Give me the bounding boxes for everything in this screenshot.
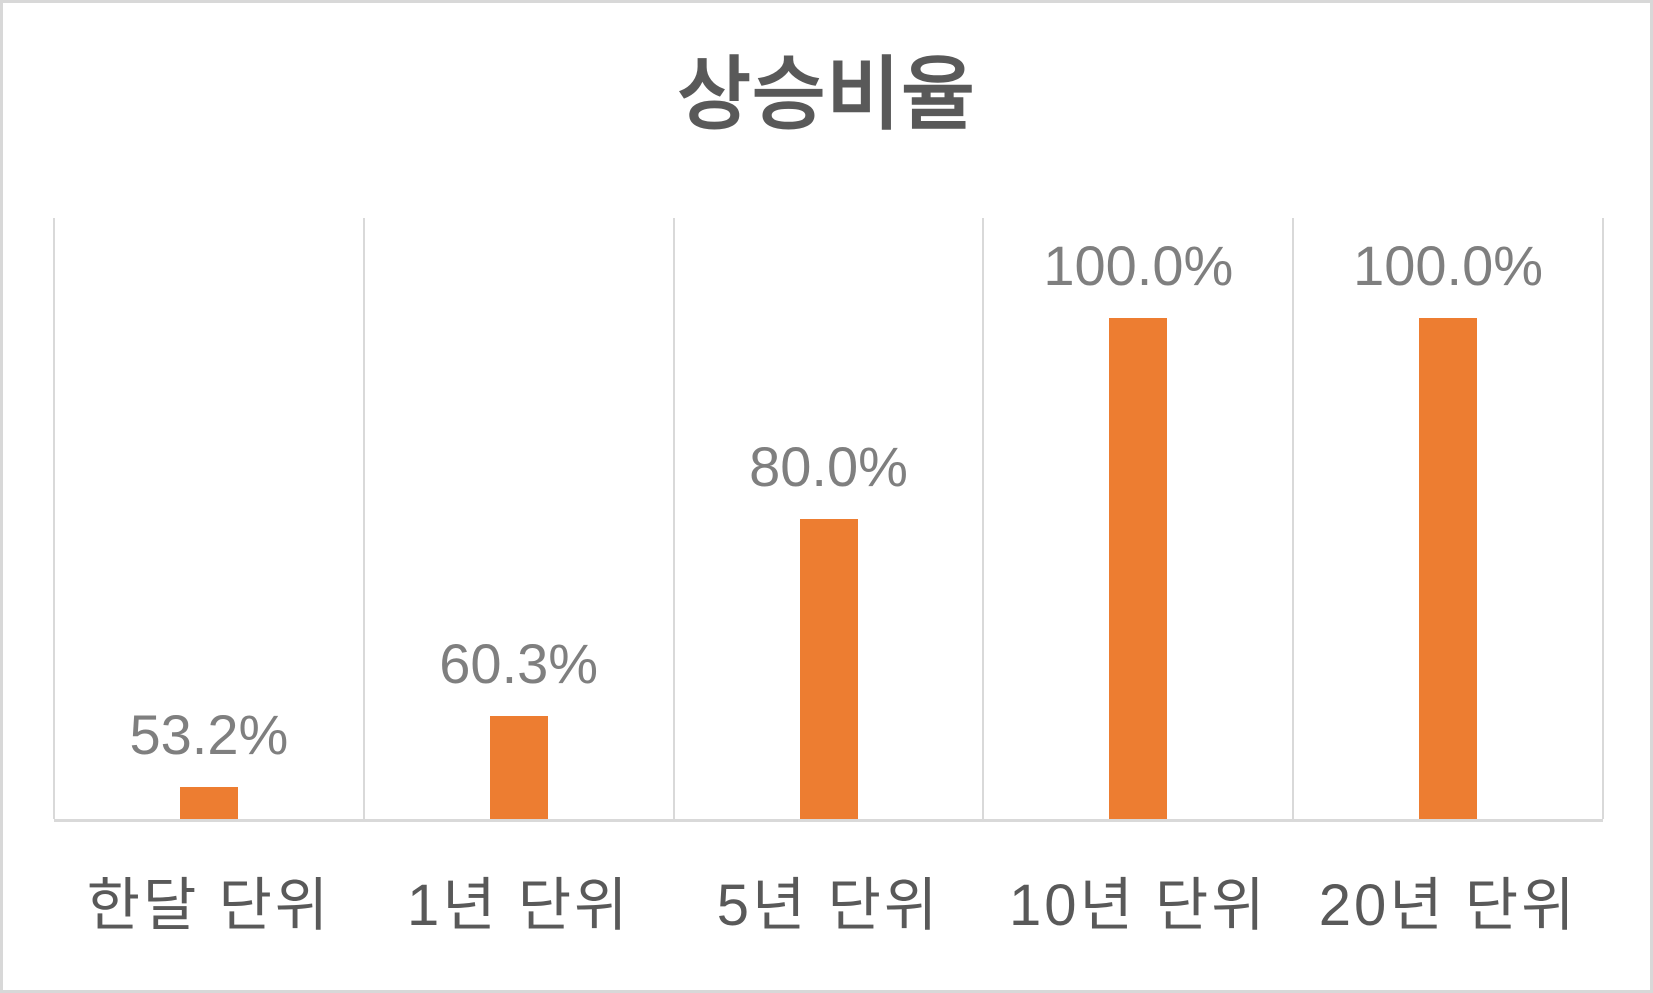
x-axis-category-label: 10년 단위 [1008, 873, 1268, 938]
gridline [53, 218, 55, 819]
bar-value-label: 53.2% [129, 702, 289, 766]
x-axis-category-label: 5년 단위 [716, 873, 941, 938]
x-axis: 한달 단위 1년 단위 5년 단위 10년 단위 20년 단위 [54, 871, 1603, 971]
bar-value-label: 80.0% [749, 434, 908, 498]
gridline [672, 218, 675, 819]
x-axis-category-label: 1년 단위 [406, 873, 631, 938]
bar-value-label: 100.0% [1043, 234, 1234, 298]
gridline [982, 218, 985, 819]
x-axis-category-label: 20년 단위 [1318, 873, 1578, 938]
x-axis-category-label: 한달 단위 [86, 873, 332, 938]
chart-title: 상승비율 [677, 50, 976, 139]
bar-value-label: 100.0% [1353, 234, 1544, 298]
bar [1109, 318, 1168, 819]
bar [1419, 318, 1478, 819]
bar [799, 518, 858, 819]
gridline [1292, 218, 1295, 819]
gridline [1602, 218, 1604, 819]
bar [489, 715, 548, 819]
plot-area: 53.2% 60.3% 80.0% 100.0% 100.0% [53, 218, 1604, 822]
bar [179, 786, 238, 819]
gridline [362, 218, 365, 819]
bar-value-label: 60.3% [439, 631, 599, 695]
